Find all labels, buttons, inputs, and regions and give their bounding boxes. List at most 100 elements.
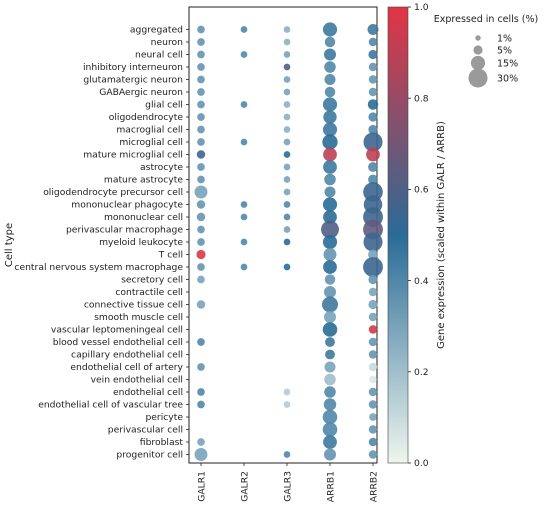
- dot-galr1: [197, 50, 205, 59]
- y-tick-label: myeloid leukocyte: [99, 237, 183, 248]
- dot-galr1: [194, 185, 208, 199]
- dot-galr1: [197, 88, 205, 96]
- x-tick-label: GALR1: [197, 471, 208, 502]
- size-legend-title: Expressed in cells (%): [434, 14, 538, 25]
- plot-frame: [188, 6, 378, 464]
- dot-arrb2: [368, 174, 378, 185]
- y-tick-label: fibroblast: [140, 437, 184, 448]
- y-tick-label: contractile cell: [115, 287, 183, 298]
- dot-galr1: [197, 363, 205, 371]
- dot-galr3: [283, 238, 291, 246]
- dot-arrb2: [367, 99, 379, 110]
- y-tick-label: endothelial cell of artery: [70, 362, 183, 373]
- dot-galr3: [283, 188, 291, 196]
- colorbar-label: Gene expression (scaled within GALR / AR…: [436, 121, 447, 349]
- dot-arrb2: [368, 49, 378, 60]
- y-tick-label: macroglial cell: [116, 125, 183, 136]
- y-tick-label: neural cell: [135, 50, 183, 61]
- dot-arrb1: [323, 160, 337, 174]
- dot-arrb1: [322, 122, 338, 137]
- dot-arrb1: [323, 48, 337, 61]
- y-tick-label: endothelial cell: [113, 387, 183, 398]
- dot-arrb2: [368, 387, 378, 397]
- dot-galr3: [283, 63, 291, 71]
- y-tick-label: smooth muscle cell: [94, 312, 183, 323]
- dot-arrb1: [324, 36, 336, 48]
- dot-arrb1: [322, 296, 338, 313]
- dot-arrb1: [322, 234, 338, 250]
- y-tick-label: glial cell: [145, 100, 183, 111]
- dot-galr3: [283, 201, 291, 208]
- dot-galr2: [240, 138, 248, 146]
- dot-arrb1: [321, 220, 339, 239]
- dot-arrb1: [322, 134, 338, 150]
- dot-arrb2: [363, 232, 383, 252]
- y-tick-label: T cell: [158, 250, 183, 261]
- dot-galr1: [197, 38, 205, 46]
- dot-arrb1: [324, 373, 336, 386]
- x-tick-label: ARRB2: [369, 471, 380, 502]
- dot-arrb1: [324, 274, 336, 285]
- dot-arrb2: [368, 400, 378, 409]
- dot-galr1: [194, 448, 208, 461]
- dot-arrb1: [322, 197, 338, 212]
- dot-arrb1: [323, 147, 337, 162]
- dot-arrb1: [322, 97, 338, 112]
- dot-galr1: [197, 400, 205, 409]
- dot-galr1: [197, 238, 205, 246]
- dot-galr3: [283, 176, 291, 183]
- colorbar-tick-label: 0.0: [414, 458, 429, 469]
- x-tick-label: GALR2: [240, 471, 251, 502]
- y-tick-label: mononuclear cell: [104, 212, 183, 223]
- y-tick-label: inhibitory interneuron: [83, 62, 183, 73]
- dot-galr1: [197, 275, 205, 284]
- dot-galr1: [197, 163, 205, 171]
- dot-galr3: [283, 88, 291, 96]
- y-tick-label: aggregated: [130, 25, 183, 36]
- y-tick-label: GABAergic neuron: [99, 87, 183, 98]
- colorbar-tick-label: 0.4: [414, 276, 429, 287]
- dot-arrb2: [368, 350, 378, 359]
- size-legend-label: 5%: [497, 45, 512, 56]
- dot-galr1: [197, 138, 205, 146]
- dot-arrb1: [323, 435, 337, 449]
- size-legend: 1%5% 15% 30%: [468, 33, 518, 88]
- x-tick-labels: GALR1 GALR2 GALR3 ARRB1 ARRB2: [197, 463, 380, 502]
- y-tick-label: mature microglial cell: [83, 150, 183, 161]
- dot-galr3: [283, 163, 291, 171]
- dot-arrb2: [368, 437, 378, 447]
- dot-galr3: [283, 226, 291, 233]
- dot-galr3: [283, 26, 291, 33]
- dot-arrb2: [368, 162, 378, 172]
- dot-arrb2: [363, 257, 383, 277]
- dot-galr1: [197, 75, 205, 84]
- dot-galr3: [283, 76, 291, 83]
- dot-arrb2: [368, 299, 378, 310]
- dot-arrb1: [322, 409, 338, 425]
- dot-arrb2: [368, 62, 378, 72]
- y-tick-label: mature astrocyte: [104, 175, 183, 186]
- dot-arrb2: [368, 75, 378, 84]
- dot-galr2: [240, 238, 248, 246]
- dot-galr1: [197, 25, 205, 34]
- dot-arrb2: [368, 112, 378, 122]
- colorbar-tick-label: 1.0: [414, 2, 429, 13]
- dot-arrb1: [322, 22, 338, 37]
- y-tick-label: astrocyte: [140, 162, 183, 173]
- colorbar-ticks: 0.0 0.2 0.4 0.6 0.8 1.0: [408, 2, 429, 469]
- dot-galr2: [240, 51, 248, 58]
- dot-galr2: [240, 101, 248, 108]
- size-legend-label: 1%: [497, 33, 512, 44]
- y-tick-label: secretory cell: [121, 275, 183, 286]
- dot-arrb2: [368, 325, 378, 334]
- dot-arrb1: [323, 285, 337, 299]
- dot-galr1: [196, 200, 206, 209]
- dot-galr2: [240, 213, 248, 221]
- y-axis-label: Cell type: [4, 223, 15, 267]
- y-tick-label: glutamatergic neuron: [83, 75, 183, 86]
- dot-arrb1: [323, 210, 337, 224]
- y-tick-label: perivascular macrophage: [66, 225, 183, 236]
- y-tick-label: oligodendrocyte precursor cell: [43, 187, 183, 198]
